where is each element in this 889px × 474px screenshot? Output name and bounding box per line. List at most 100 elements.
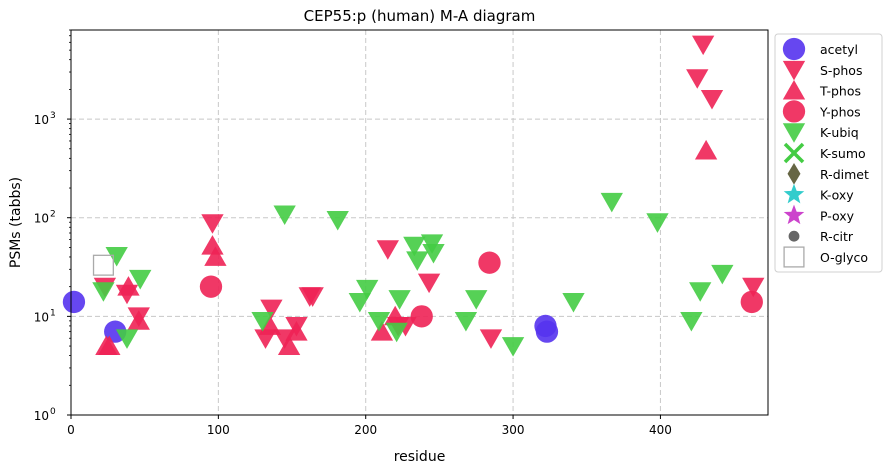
chart-title: CEP55:p (human) M-A diagram (304, 7, 536, 25)
x-tick-label: 0 (67, 423, 75, 437)
legend-label: O-glyco (820, 250, 868, 265)
t-phos-point (384, 305, 407, 326)
x-tick-label: 400 (649, 423, 672, 437)
k-ubiq-point (273, 205, 296, 226)
legend-item-k-ubiq: K-ubiq (782, 123, 859, 143)
grid (71, 30, 768, 415)
k-ubiq-point (385, 322, 408, 343)
legend-marker (782, 100, 806, 123)
legend-item-r-dimet: R-dimet (787, 163, 869, 185)
legend-marker (782, 123, 806, 143)
y-tick-label: 10 (34, 212, 49, 226)
data-points (62, 35, 765, 357)
legend-marker (787, 163, 801, 185)
legend-label: R-dimet (820, 167, 869, 182)
s-phos-point (301, 287, 324, 307)
legend-label: Y-phos (819, 104, 861, 119)
legend-item-y-phos: Y-phos (782, 100, 861, 123)
legend-item-r-citr: R-citr (788, 229, 854, 244)
k-ubiq-point (680, 311, 703, 332)
x-axis: 0 100 200 300 400 (67, 415, 672, 437)
s-phos-point (417, 273, 441, 294)
k-ubiq-point (251, 311, 274, 332)
x-tick-label: 300 (502, 423, 525, 437)
y-axis-label: PSMs (tabbs) (8, 177, 24, 268)
t-phos-point (277, 335, 301, 355)
s-phos-point (479, 329, 503, 349)
t-phos-point (694, 139, 718, 160)
o-glyco-point (92, 254, 114, 276)
k-ubiq-point (600, 192, 623, 213)
legend-label: acetyl (820, 42, 858, 57)
y-tick-exponent: 1 (50, 308, 56, 318)
s-phos-point (376, 240, 399, 260)
t-phos-point (117, 276, 140, 296)
acetyl-point (535, 320, 559, 343)
k-ubiq-point (454, 311, 478, 332)
t-phos-point (204, 246, 227, 266)
s-phos-point (700, 90, 724, 110)
legend-item-k-sumo: K-sumo (783, 142, 866, 164)
x-tick-label: 100 (207, 423, 230, 437)
t-phos-point (98, 335, 121, 355)
k-ubiq-point (465, 290, 488, 310)
legend: acetyl S-phos T-phos Y-phos K-ubiq K-sumo R-di… (774, 33, 883, 273)
legend-marker (783, 183, 805, 204)
y-tick-label: 10 (34, 409, 49, 423)
k-ubiq-point (367, 311, 391, 332)
k-ubiq-point (92, 282, 115, 302)
legend-label: P-oxy (820, 208, 855, 223)
k-ubiq-point (422, 243, 445, 264)
s-phos-point (260, 299, 283, 320)
legend-item-o-glyco: O-glyco (783, 246, 868, 268)
legend-item-acetyl: acetyl (782, 37, 858, 61)
k-ubiq-point (105, 246, 128, 267)
k-ubiq-point (403, 236, 426, 257)
y-tick-label: 10 (34, 113, 49, 127)
x-tick-label: 200 (354, 423, 377, 437)
y-tick-exponent: 0 (50, 407, 56, 417)
legend-label: R-citr (820, 229, 854, 244)
y-phos-point (199, 275, 223, 298)
k-ubiq-point (129, 269, 152, 290)
legend-marker (783, 246, 805, 268)
t-phos-point (201, 235, 224, 255)
legend-marker (782, 60, 806, 81)
legend-label: K-ubiq (820, 125, 859, 140)
legend-marker (782, 37, 806, 61)
s-phos-point (201, 214, 224, 234)
legend-label: K-oxy (820, 188, 854, 203)
legend-item-t-phos: T-phos (782, 79, 861, 100)
legend-marker (788, 230, 800, 242)
y-phos-point (478, 251, 501, 274)
y-tick-exponent: 2 (50, 210, 56, 220)
k-ubiq-point (501, 337, 525, 357)
k-ubiq-point (356, 279, 379, 300)
marker-stroke (783, 142, 805, 164)
legend-marker (782, 79, 806, 100)
legend-item-p-oxy: P-oxy (783, 204, 855, 225)
y-tick-label: 10 (34, 310, 49, 324)
k-ubiq-point (689, 282, 712, 302)
k-ubiq-point (388, 290, 411, 310)
k-ubiq-point (326, 210, 349, 231)
k-ubiq-point (646, 213, 669, 233)
t-phos-point (285, 321, 308, 341)
acetyl-point (62, 290, 86, 314)
k-ubiq-point (562, 293, 585, 313)
legend-marker (783, 204, 805, 225)
s-phos-point (742, 277, 765, 298)
t-phos-point (370, 321, 394, 341)
s-phos-point (686, 69, 709, 89)
t-phos-point (258, 315, 282, 335)
k-ubiq-point (711, 264, 734, 285)
t-phos-point (127, 310, 150, 330)
legend-marker (783, 142, 805, 164)
k-ubiq-point (348, 293, 371, 313)
x-axis-label: residue (394, 449, 446, 465)
legend-item-k-oxy: K-oxy (783, 183, 854, 204)
k-ubiq-point (115, 329, 139, 349)
y-phos-point (740, 290, 763, 314)
k-ubiq-point (406, 251, 429, 271)
